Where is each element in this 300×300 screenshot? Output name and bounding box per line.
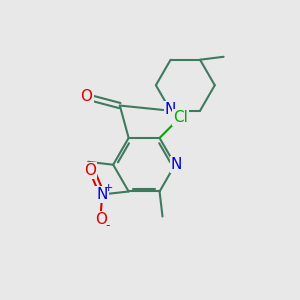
Text: Cl: Cl — [173, 110, 188, 125]
Text: O: O — [80, 89, 92, 104]
Text: -: - — [105, 219, 110, 232]
Text: O: O — [84, 163, 96, 178]
Text: +: + — [104, 183, 113, 193]
Text: O: O — [95, 212, 107, 227]
Text: N: N — [171, 157, 182, 172]
Text: N: N — [165, 102, 176, 117]
Text: N: N — [97, 187, 108, 202]
